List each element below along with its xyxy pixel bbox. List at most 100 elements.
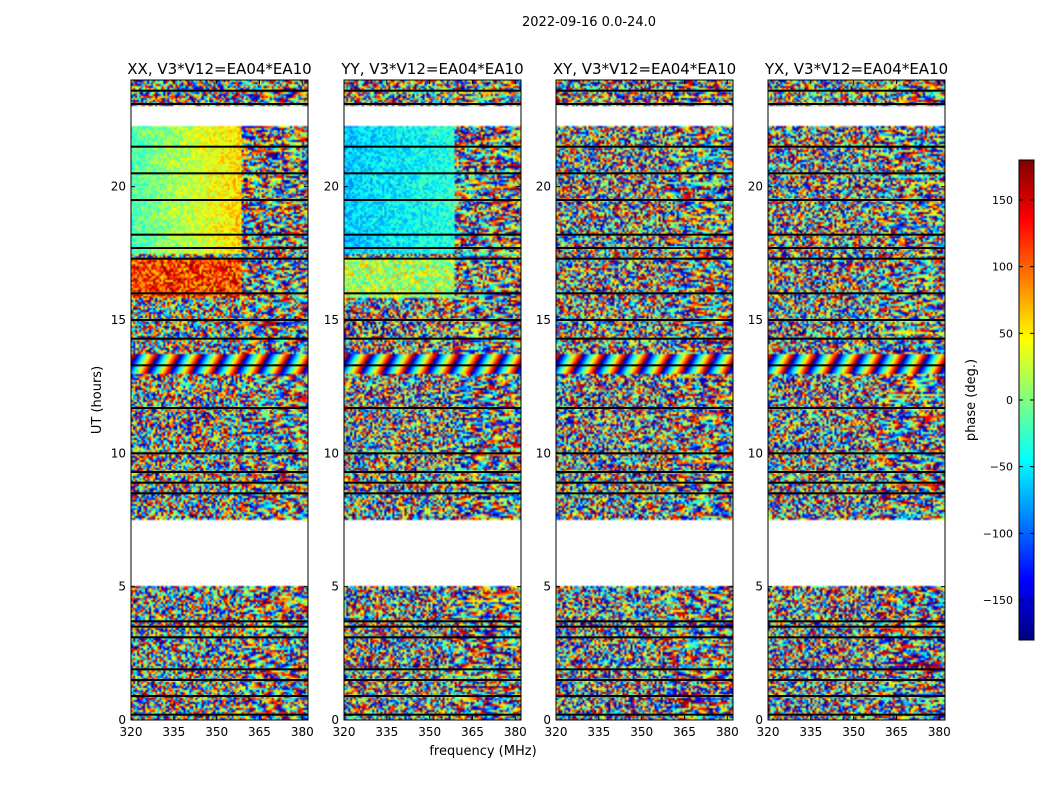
flagged-row: [131, 89, 308, 92]
flagged-row: [768, 481, 945, 484]
y-tick-label: 10: [748, 446, 763, 460]
panels: XX, V3*V12=EA04*EA10 320 335 350 365 380 0 5 10 1…: [111, 60, 951, 739]
flagged-row: [556, 337, 733, 340]
colorbar-tick-label: 0: [1006, 394, 1013, 407]
flagged-row: [344, 199, 521, 201]
flagged-row: [768, 713, 945, 716]
flagged-row: [344, 172, 521, 175]
flagged-row: [131, 247, 308, 249]
flagged-row: [344, 257, 521, 260]
flagged-row: [768, 668, 945, 671]
flagged-row: [768, 319, 945, 321]
flagged-row: [131, 364, 308, 367]
y-tick-label: 0: [755, 713, 763, 727]
y-tick-label: 5: [331, 580, 339, 594]
flagged-row: [344, 452, 521, 455]
flagged-row: [131, 492, 308, 495]
x-tick-label: 365: [673, 725, 696, 739]
flagged-row: [768, 247, 945, 249]
panel-xy: XY, V3*V12=EA04*EA10 320 335 350 365 380 0 5 10 1…: [536, 60, 739, 739]
y-tick-label: 5: [755, 580, 763, 594]
flagged-row: [344, 247, 521, 249]
colorbar-tick-label: 100: [992, 261, 1013, 274]
flagged-row: [556, 695, 733, 697]
flagged-row: [556, 713, 733, 716]
x-tick-label: 380: [504, 725, 527, 739]
flagged-row: [768, 364, 945, 367]
panel-title: YY, V3*V12=EA04*EA10: [340, 60, 523, 78]
y-tick-label: 5: [543, 580, 551, 594]
flagged-row: [556, 364, 733, 367]
flagged-row: [556, 452, 733, 455]
flagged-row: [768, 145, 945, 148]
panel-title: YX, V3*V12=EA04*EA10: [764, 60, 948, 78]
y-tick-label: 10: [536, 446, 551, 460]
y-tick-label: 0: [118, 713, 126, 727]
flagged-row: [131, 713, 308, 716]
flagged-row: [344, 481, 521, 484]
flagged-row: [131, 668, 308, 671]
flagged-row: [344, 319, 521, 321]
flagged-row: [131, 292, 308, 295]
flagged-row: [768, 492, 945, 495]
x-tick-label: 320: [120, 725, 143, 739]
flagged-row: [131, 636, 308, 639]
x-tick-label: 350: [205, 725, 228, 739]
x-axis-label: frequency (MHz): [429, 744, 536, 759]
flagged-row: [344, 668, 521, 671]
panel-frame: [767, 79, 946, 721]
flagged-row: [131, 199, 308, 201]
flagged-row: [768, 679, 945, 681]
x-tick-label: 365: [461, 725, 484, 739]
flagged-row: [768, 695, 945, 697]
y-tick-label: 15: [536, 313, 551, 327]
y-tick-label: 0: [543, 713, 551, 727]
flagged-row: [768, 172, 945, 175]
panel-frame: [555, 79, 734, 721]
flagged-row: [131, 257, 308, 260]
flagged-row: [344, 679, 521, 681]
flagged-row: [131, 695, 308, 697]
flagged-row: [344, 471, 521, 473]
phase-raster: [768, 80, 945, 720]
x-tick-label: 380: [716, 725, 739, 739]
flagged-row: [131, 145, 308, 148]
colorbar-tick-label: −50: [990, 461, 1013, 474]
flagged-row: [768, 199, 945, 201]
flagged-row: [768, 337, 945, 340]
flagged-row: [768, 103, 945, 105]
flagged-row: [556, 668, 733, 671]
flagged-row: [344, 695, 521, 697]
flagged-row: [556, 492, 733, 495]
flagged-row: [344, 625, 521, 628]
x-tick-label: 365: [885, 725, 908, 739]
x-tick-label: 380: [928, 725, 951, 739]
flagged-row: [556, 481, 733, 484]
flagged-row: [556, 319, 733, 321]
flagged-row: [768, 257, 945, 260]
flagged-row: [556, 679, 733, 681]
flagged-row: [768, 620, 945, 623]
flagged-row: [131, 481, 308, 484]
flagged-row: [131, 452, 308, 455]
phase-raster: [344, 80, 521, 720]
flagged-row: [344, 620, 521, 623]
flagged-row: [556, 145, 733, 148]
x-tick-label: 320: [757, 725, 780, 739]
x-tick-label: 320: [545, 725, 568, 739]
phase-raster: [556, 80, 733, 720]
flagged-row: [131, 103, 308, 105]
x-tick-label: 335: [799, 725, 822, 739]
flagged-row: [556, 407, 733, 409]
flagged-row: [131, 172, 308, 175]
x-tick-label: 350: [418, 725, 441, 739]
panel-frame: [343, 79, 522, 721]
panel-frame: [130, 79, 309, 721]
flagged-row: [768, 471, 945, 473]
flagged-row: [556, 247, 733, 249]
flagged-row: [556, 89, 733, 92]
colorbar-tick-label: 150: [992, 194, 1013, 207]
panel-yy: YY, V3*V12=EA04*EA10 320 335 350 365 380 0 5 10 1…: [324, 60, 527, 739]
flagged-row: [768, 625, 945, 628]
